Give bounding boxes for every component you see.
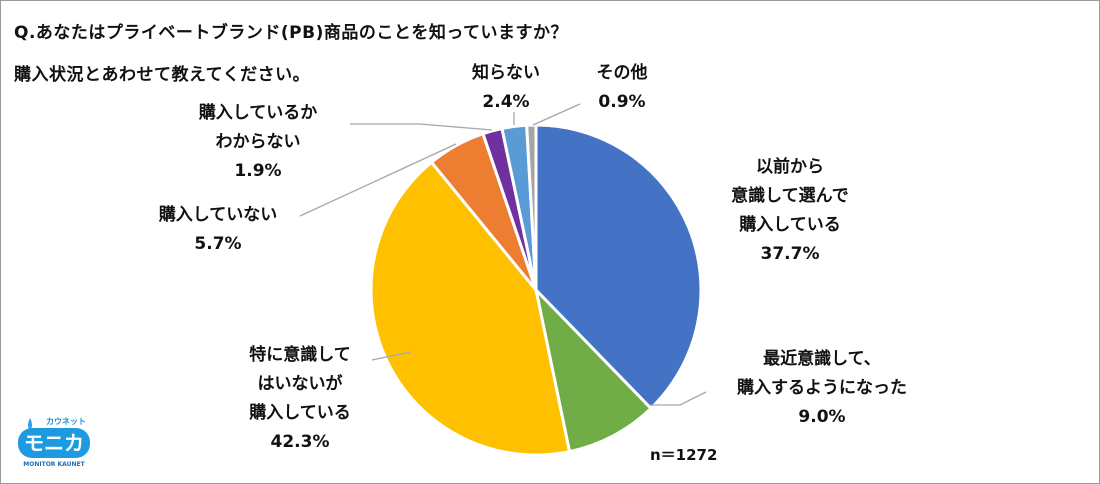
water-drop-icon xyxy=(28,418,32,430)
slice-category-label: 購入しているか xyxy=(199,102,318,123)
slice-category-label: 購入している xyxy=(249,402,351,423)
logo-badge xyxy=(18,428,90,458)
slice-label: 以前から意識して選んで購入している 37.7% xyxy=(731,156,849,264)
leader-lines xyxy=(299,103,707,406)
slice-category-label: わからない xyxy=(216,132,301,152)
slice-recent-buy xyxy=(533,285,654,454)
slice-category-label: 知らない xyxy=(471,62,540,83)
slice-category-label: 意識して選んで xyxy=(731,185,849,206)
leader-line xyxy=(299,143,457,217)
slice-value-label: 42.3% xyxy=(271,432,330,452)
leader-line xyxy=(371,351,411,361)
slice-category-label: 特に意識して xyxy=(249,344,351,365)
slice-category-label: 購入するようになった xyxy=(737,377,907,398)
slice-value-label: 1.9% xyxy=(234,161,281,181)
question-title: Q.あなたはプライベートブランド(PB)商品のことを知っていますか？ xyxy=(14,23,569,43)
slice-value-label: 37.7% xyxy=(761,244,820,264)
slice-labels: 以前から意識して選んで購入している 37.7%最近意識して、購入するようになった 9… xyxy=(159,62,907,452)
pie-slices xyxy=(369,123,703,457)
slice-category-label: 購入していない xyxy=(159,204,278,225)
sample-size: n＝1272 xyxy=(650,446,718,464)
slice-value-label: 2.4% xyxy=(482,92,529,112)
slice-value-label: 0.9% xyxy=(598,92,645,112)
leader-line xyxy=(650,391,707,406)
slice-other xyxy=(525,123,538,291)
question-subtitle: 購入状況とあわせて教えてください。 xyxy=(14,65,311,85)
logo-sub-text: MONITOR KAUNET xyxy=(23,461,85,468)
monica-logo: カウネット モニカ MONITOR KAUNET xyxy=(18,416,90,468)
slice-category-label: 最近意識して、 xyxy=(763,348,881,369)
leader-line xyxy=(350,123,493,131)
slice-conscious-buy xyxy=(534,123,703,411)
slice-category-label: その他 xyxy=(597,62,648,83)
logo-main-text: モニカ xyxy=(24,431,84,455)
slice-value-label: 5.7% xyxy=(194,234,241,254)
slice-label: 購入しているかわからない 1.9% xyxy=(199,102,318,181)
slice-label: 最近意識して、購入するようになった 9.0% xyxy=(737,348,907,427)
leader-line xyxy=(532,103,581,126)
slice-category-label: 以前から xyxy=(756,156,824,177)
slice-label: 知らない 2.4% xyxy=(471,62,540,112)
slice-category-label: はいないが xyxy=(258,373,343,394)
slice-label: 特に意識してはいないが購入している 42.3% xyxy=(249,344,351,452)
slice-label: その他 0.9% xyxy=(597,62,648,112)
slice-category-label: 購入している xyxy=(739,214,841,235)
logo-top-text: カウネット xyxy=(46,416,86,426)
slice-unconscious-buy xyxy=(369,160,572,457)
slice-value-label: 9.0% xyxy=(798,407,845,427)
slice-label: 購入していない 5.7% xyxy=(159,204,278,254)
